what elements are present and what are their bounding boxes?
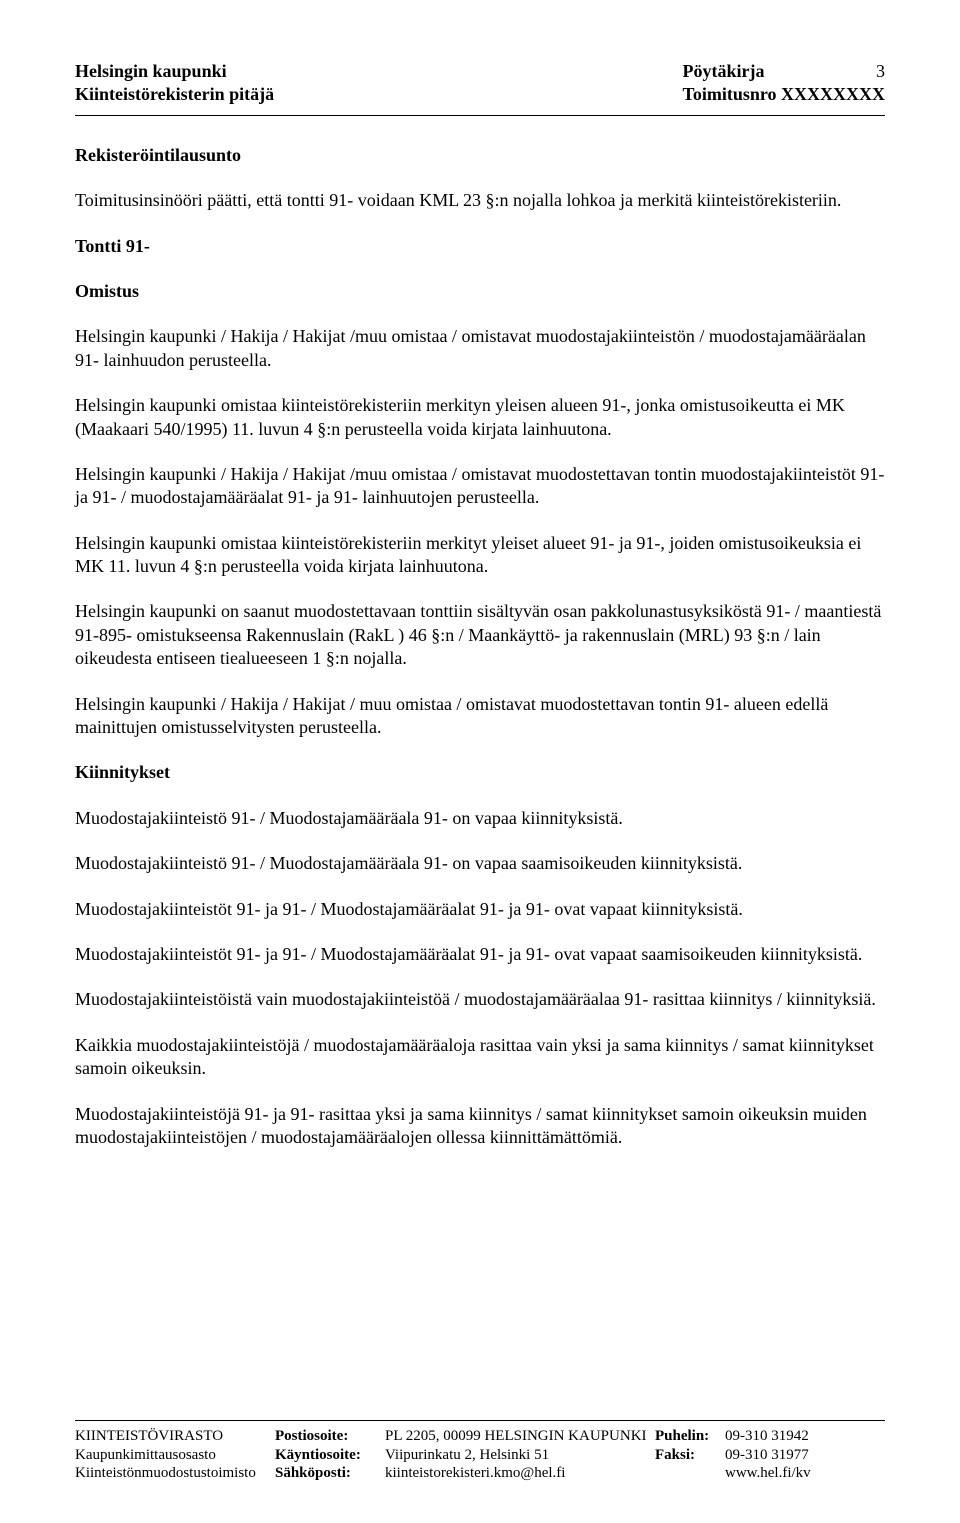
section-registration-title: Rekisteröintilausunto <box>75 144 885 167</box>
doc-type: Pöytäkirja <box>682 60 885 83</box>
footer-empty <box>655 1464 725 1483</box>
footer-dept2: Kiinteistönmuodostustoimisto <box>75 1464 275 1483</box>
footer-web-value: www.hel.fi/kv <box>725 1464 885 1483</box>
paragraph: Helsingin kaupunki / Hakija / Hakijat / … <box>75 693 885 740</box>
section-plot-title: Tontti 91- <box>75 235 885 258</box>
doc-number: Toimitusnro XXXXXXXX <box>682 83 885 106</box>
header-rule <box>75 115 885 116</box>
paragraph: Toimitusinsinööri päätti, että tontti 91… <box>75 189 885 212</box>
footer-dept1: Kaupunkimittausosasto <box>75 1446 275 1465</box>
paragraph: Helsingin kaupunki / Hakija / Hakijat /m… <box>75 463 885 510</box>
paragraph: Helsingin kaupunki / Hakija / Hakijat /m… <box>75 325 885 372</box>
footer-label-fax: Faksi: <box>655 1446 725 1465</box>
org-role: Kiinteistörekisterin pitäjä <box>75 83 274 106</box>
paragraph: Helsingin kaupunki omistaa kiinteistörek… <box>75 532 885 579</box>
paragraph: Muodostajakiinteistö 91- / Muodostajamää… <box>75 807 885 830</box>
footer-label-post: Postiosoite: <box>275 1427 385 1446</box>
footer-post-value: PL 2205, 00099 HELSINGIN KAUPUNKI <box>385 1427 655 1446</box>
paragraph: Kaikkia muodostajakiinteistöjä / muodost… <box>75 1034 885 1081</box>
footer-rule <box>75 1420 885 1421</box>
paragraph: Helsingin kaupunki on saanut muodostetta… <box>75 600 885 670</box>
paragraph: Muodostajakiinteistöistä vain muodostaja… <box>75 988 885 1011</box>
footer-fax-value: 09-310 31977 <box>725 1446 885 1465</box>
section-ownership-title: Omistus <box>75 280 885 303</box>
page-header: Helsingin kaupunki Kiinteistörekisterin … <box>75 60 885 107</box>
footer-org: KIINTEISTÖVIRASTO <box>75 1427 275 1446</box>
footer-label-phone: Puhelin: <box>655 1427 725 1446</box>
paragraph: Helsingin kaupunki omistaa kiinteistörek… <box>75 394 885 441</box>
page-number: 3 <box>876 60 885 83</box>
section-mortgages-title: Kiinnitykset <box>75 761 885 784</box>
page-footer: KIINTEISTÖVIRASTO Postiosoite: PL 2205, … <box>75 1420 885 1483</box>
header-right: Pöytäkirja Toimitusnro XXXXXXXX <box>682 60 885 107</box>
footer-visit-value: Viipurinkatu 2, Helsinki 51 <box>385 1446 655 1465</box>
footer-phone-value: 09-310 31942 <box>725 1427 885 1446</box>
header-left: Helsingin kaupunki Kiinteistörekisterin … <box>75 60 274 107</box>
paragraph: Muodostajakiinteistö 91- / Muodostajamää… <box>75 852 885 875</box>
paragraph: Muodostajakiinteistöjä 91- ja 91- rasitt… <box>75 1103 885 1150</box>
footer-grid: KIINTEISTÖVIRASTO Postiosoite: PL 2205, … <box>75 1427 885 1483</box>
footer-email-value: kiinteistorekisteri.kmo@hel.fi <box>385 1464 655 1483</box>
org-name: Helsingin kaupunki <box>75 60 274 83</box>
footer-label-email: Sähköposti: <box>275 1464 385 1483</box>
footer-label-visit: Käyntiosoite: <box>275 1446 385 1465</box>
paragraph: Muodostajakiinteistöt 91- ja 91- / Muodo… <box>75 943 885 966</box>
paragraph: Muodostajakiinteistöt 91- ja 91- / Muodo… <box>75 898 885 921</box>
